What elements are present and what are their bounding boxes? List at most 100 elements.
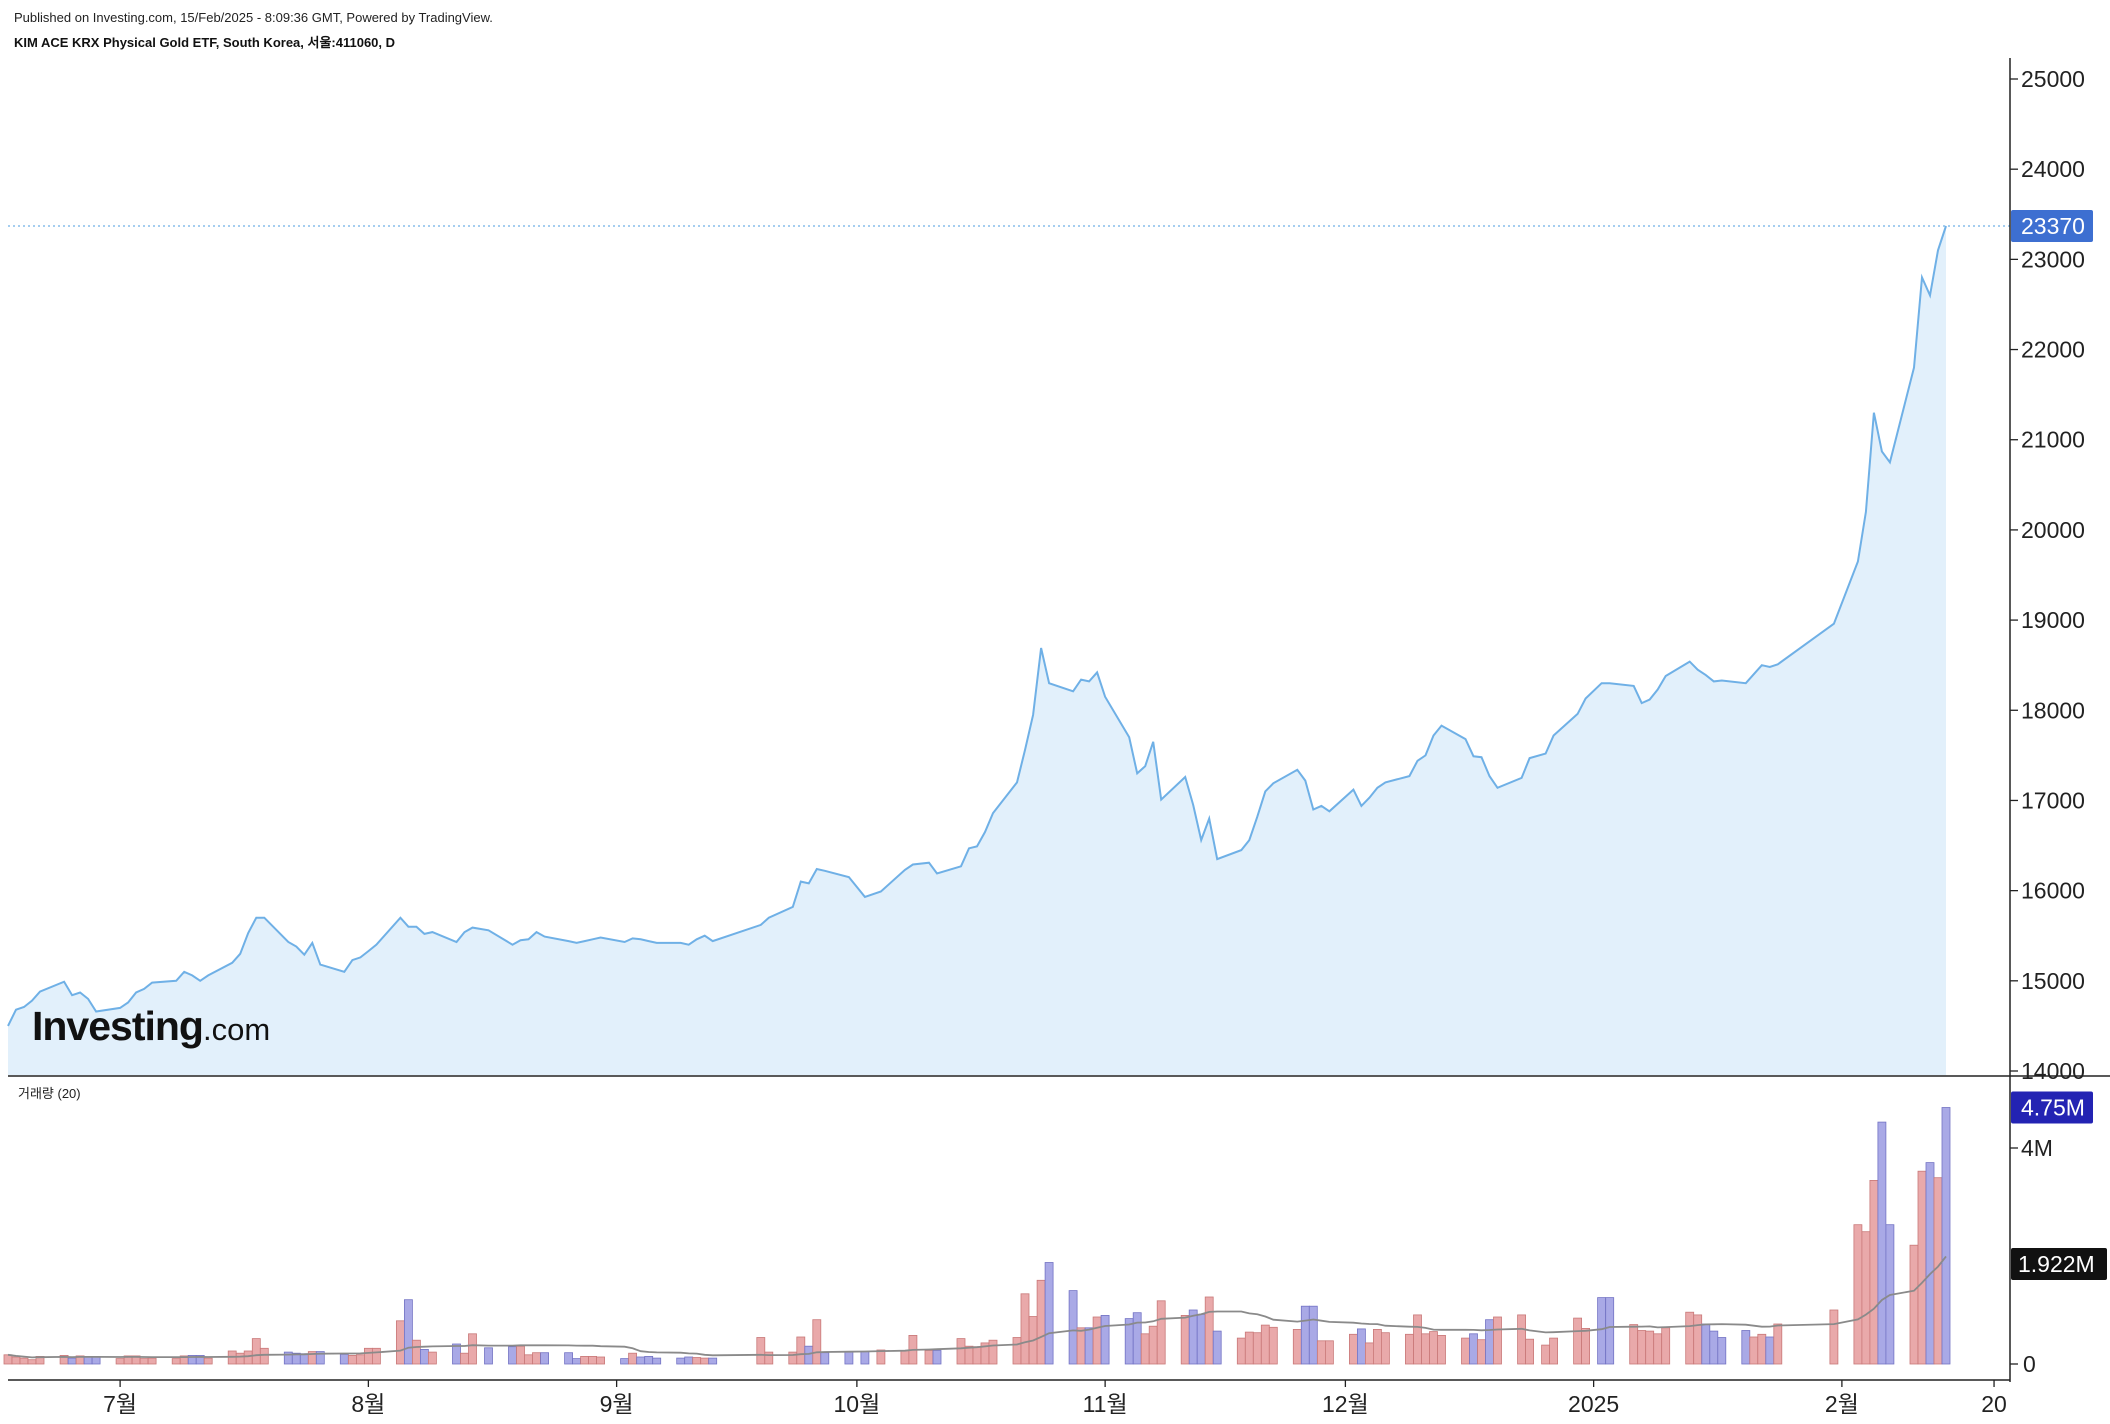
volume-bar xyxy=(1196,1313,1206,1365)
volume-bar xyxy=(27,1359,37,1365)
volume-bar xyxy=(1268,1326,1278,1365)
volume-bar xyxy=(419,1349,429,1365)
price-tick-label: 17000 xyxy=(2021,787,2085,813)
volume-bar xyxy=(812,1319,822,1365)
volume-bar xyxy=(764,1351,774,1365)
volume-bar xyxy=(588,1356,597,1365)
x-tick-label: 11월 xyxy=(1083,1391,1128,1417)
price-tick-label: 21000 xyxy=(2021,427,2085,453)
price-line xyxy=(7,225,1947,1027)
volume-bar xyxy=(139,1358,149,1365)
volume-badge-bg xyxy=(2011,1091,2093,1124)
volume-bar xyxy=(1765,1336,1775,1365)
x-tick-label: 9월 xyxy=(600,1391,634,1417)
volume-bar xyxy=(203,1357,213,1365)
axes: 25000 24000 23000 22000 21000 20000 19000 18000… xyxy=(8,58,2110,1417)
volume-bar xyxy=(1365,1342,1374,1365)
volume-bar xyxy=(932,1350,942,1365)
volume-pane xyxy=(3,1107,1951,1365)
volume-bar xyxy=(1036,1279,1046,1365)
volume-bar xyxy=(1349,1333,1358,1365)
price-tick-label: 15000 xyxy=(2021,968,2085,994)
volume-bar xyxy=(1597,1297,1606,1365)
volume-bar xyxy=(1044,1262,1054,1365)
volume-bar xyxy=(1877,1121,1887,1365)
volume-bar xyxy=(1084,1327,1094,1365)
price-pane xyxy=(7,225,2010,1075)
volume-bar xyxy=(1829,1309,1839,1365)
volume-bar xyxy=(1357,1328,1366,1365)
volume-bar xyxy=(508,1346,517,1365)
volume-bar xyxy=(1236,1337,1246,1365)
volume-bar xyxy=(363,1347,373,1365)
volume-bar xyxy=(684,1356,694,1365)
volume-bar xyxy=(1853,1224,1863,1365)
volume-bar xyxy=(972,1346,982,1365)
volume-indicator-title: 거래량 (20) xyxy=(18,1086,81,1101)
volume-bar xyxy=(572,1358,581,1365)
volume-bar xyxy=(964,1345,974,1365)
volume-bar xyxy=(1653,1333,1663,1365)
volume-bar xyxy=(708,1357,718,1365)
volume-bar xyxy=(676,1357,686,1365)
volume-bar xyxy=(988,1339,998,1365)
volume-bar xyxy=(1076,1327,1086,1365)
price-tick-label: 24000 xyxy=(2021,156,2085,182)
volume-badge-label: 4.75M xyxy=(2021,1095,2085,1121)
volume-bar xyxy=(1020,1293,1030,1365)
volume-bar xyxy=(1413,1314,1422,1365)
volume-bar xyxy=(620,1358,629,1365)
volume-bar xyxy=(532,1352,541,1365)
volume-bar xyxy=(1741,1330,1751,1365)
volume-bar xyxy=(1469,1333,1478,1365)
symbol-title: KIM ACE KRX Physical Gold ETF, South Kor… xyxy=(14,35,396,50)
volume-bar xyxy=(1485,1319,1494,1365)
volume-bar xyxy=(540,1352,549,1365)
volume-bar xyxy=(460,1352,469,1365)
volume-bar xyxy=(1941,1107,1951,1365)
last-price-badge-label: 23370 xyxy=(2021,213,2085,239)
volume-last-badge: 4.75M xyxy=(2011,1091,2093,1124)
volume-bar xyxy=(860,1351,870,1365)
volume-ma-badge: 1.922M xyxy=(2011,1248,2107,1280)
x-tick-label: 20 xyxy=(1981,1391,2007,1417)
volume-bar xyxy=(1317,1340,1326,1365)
volume-bar xyxy=(1637,1330,1647,1365)
volume-bar xyxy=(628,1352,637,1365)
volume-bar xyxy=(804,1345,814,1365)
last-price-badge-bg xyxy=(2011,209,2093,242)
volume-bar xyxy=(1701,1323,1711,1365)
volume-bar xyxy=(1148,1325,1158,1365)
investing-logo: Investing.com xyxy=(32,1003,270,1050)
volume-bar xyxy=(1917,1170,1927,1365)
volume-bar xyxy=(339,1353,349,1365)
volume-bar xyxy=(371,1347,381,1365)
volume-bar xyxy=(1373,1329,1382,1365)
volume-bar xyxy=(756,1337,766,1365)
volume-bar xyxy=(1405,1333,1414,1365)
volume-bar xyxy=(395,1320,405,1365)
volume-bar xyxy=(580,1356,589,1365)
price-area-fill xyxy=(8,226,1946,1075)
volume-bar xyxy=(1573,1317,1582,1365)
volume-bar xyxy=(956,1338,966,1365)
volume-bar xyxy=(1605,1297,1615,1365)
volume-bar xyxy=(924,1350,934,1365)
volume-bar xyxy=(1300,1305,1310,1365)
volume-bar xyxy=(700,1357,710,1365)
price-tick-label: 19000 xyxy=(2021,607,2085,633)
volume-bar xyxy=(3,1354,13,1365)
volume-bar xyxy=(1709,1330,1719,1365)
volume-bar xyxy=(1012,1337,1022,1365)
volume-bar xyxy=(1581,1328,1590,1365)
volume-bar xyxy=(1461,1337,1470,1365)
volume-bar xyxy=(692,1357,702,1365)
volume-bar xyxy=(1180,1315,1190,1365)
volume-bar xyxy=(1100,1315,1110,1365)
published-info: Published on Investing.com, 15/Feb/2025 … xyxy=(14,10,493,25)
price-tick-label: 23000 xyxy=(2021,246,2085,272)
price-tick-label: 14000 xyxy=(2021,1058,2085,1084)
logo-brand: Investing xyxy=(32,1003,204,1049)
x-tick-label: 12월 xyxy=(1322,1391,1369,1417)
